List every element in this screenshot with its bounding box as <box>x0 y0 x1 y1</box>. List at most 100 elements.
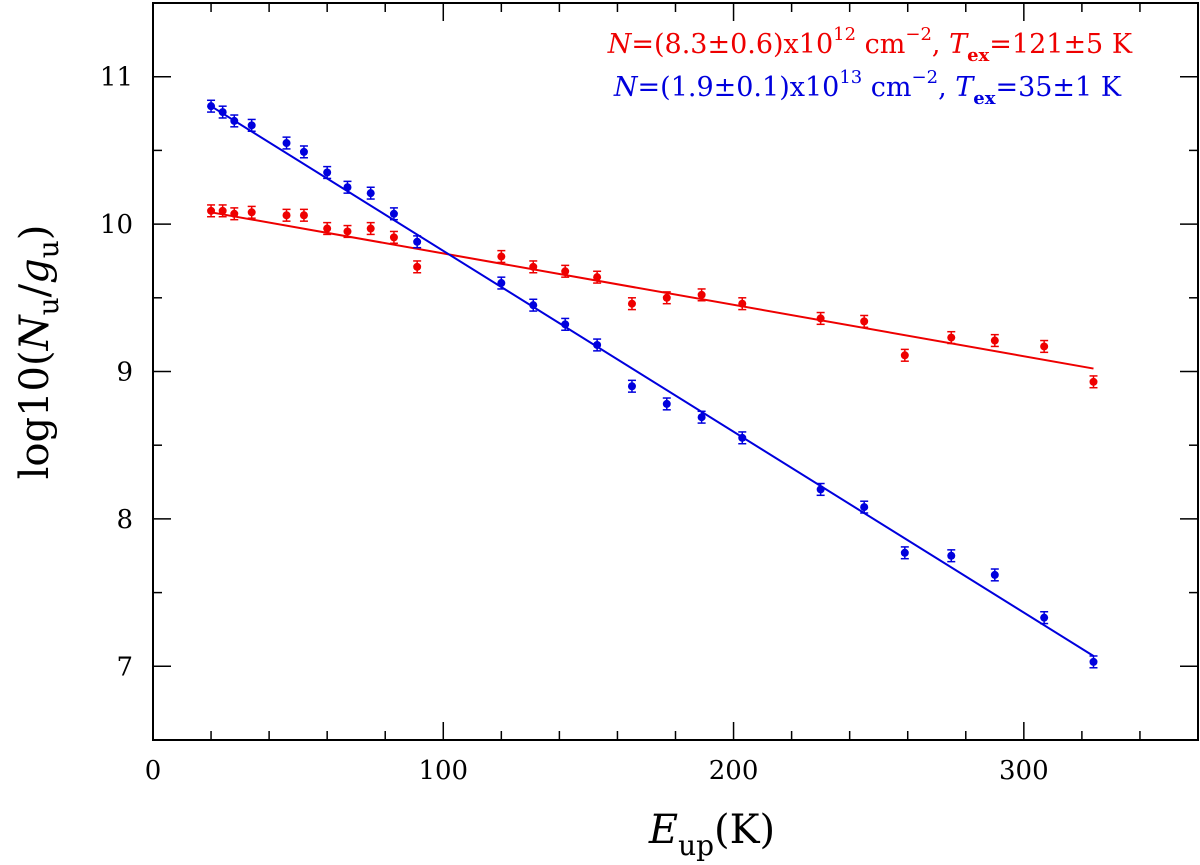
data-point-red <box>323 221 332 236</box>
fit-lines <box>210 105 1095 657</box>
marker <box>389 233 398 242</box>
data-point-red <box>947 330 956 345</box>
data-point-blue <box>1040 611 1049 625</box>
data-point-red <box>413 260 422 274</box>
marker <box>860 317 869 326</box>
fit-line-blue <box>210 105 1095 657</box>
marker <box>947 333 956 342</box>
data-point-blue <box>323 165 332 180</box>
marker <box>230 209 239 218</box>
data-point-red <box>207 204 216 218</box>
data-point-blue <box>860 500 869 514</box>
data-point-red <box>900 348 909 362</box>
data-point-red <box>990 333 999 348</box>
marker <box>900 351 909 360</box>
data-point-red <box>529 260 538 274</box>
data-points <box>207 99 1098 669</box>
data-point-blue <box>389 207 398 221</box>
marker <box>990 336 999 345</box>
data-point-red <box>247 205 256 219</box>
data-point-blue <box>207 99 216 113</box>
data-point-red <box>299 208 308 222</box>
data-point-red <box>697 288 706 302</box>
marker <box>561 267 570 276</box>
marker <box>230 116 239 125</box>
data-point-blue <box>697 410 706 424</box>
marker <box>816 314 825 323</box>
marker <box>529 262 538 271</box>
marker <box>323 224 332 233</box>
x-tick-label: 200 <box>709 756 759 786</box>
data-point-red <box>389 230 398 245</box>
marker <box>218 206 227 215</box>
marker <box>343 227 352 236</box>
plot-frame <box>152 2 1199 741</box>
y-tick-label: 10 <box>100 210 133 240</box>
marker <box>697 290 706 299</box>
data-point-blue <box>247 118 256 132</box>
data-point-blue <box>366 186 375 200</box>
data-point-red <box>230 207 239 221</box>
marker <box>627 382 636 391</box>
data-point-red <box>1040 339 1049 354</box>
marker <box>413 262 422 271</box>
data-point-red <box>738 297 747 311</box>
x-tick-label: 300 <box>999 756 1049 786</box>
data-point-blue <box>990 568 999 582</box>
marker <box>282 139 291 148</box>
marker <box>1089 377 1098 386</box>
data-point-blue <box>299 145 308 159</box>
data-point-red <box>816 311 825 326</box>
marker <box>816 485 825 494</box>
marker <box>247 208 256 217</box>
marker <box>1040 342 1049 351</box>
data-point-blue <box>816 482 825 497</box>
tick-labels: 0 100 200 300 7 8 9 10 11 <box>100 63 1049 786</box>
data-point-red <box>593 270 602 284</box>
data-point-red <box>662 291 671 305</box>
y-tick-label: 11 <box>100 63 133 93</box>
marker <box>299 147 308 156</box>
annotation-blue: N=(1.9±0.1)x1013 cm−2, Tex=35±1 K <box>613 67 1122 109</box>
marker <box>561 320 570 329</box>
data-point-red <box>218 204 227 218</box>
data-point-blue <box>561 317 570 331</box>
marker <box>207 206 216 215</box>
data-point-blue <box>627 379 636 393</box>
marker <box>207 102 216 111</box>
major-ticks <box>152 3 1198 740</box>
data-point-blue <box>738 431 747 445</box>
data-point-blue <box>282 136 291 150</box>
data-point-blue <box>413 235 422 249</box>
data-point-red <box>366 221 375 236</box>
data-point-red <box>627 297 636 311</box>
marker <box>947 551 956 560</box>
marker <box>497 279 506 288</box>
data-point-blue <box>662 397 671 411</box>
marker <box>627 299 636 308</box>
marker <box>366 224 375 233</box>
marker <box>323 168 332 177</box>
y-tick-label: 9 <box>116 358 133 388</box>
data-point-red <box>860 314 869 329</box>
marker <box>529 301 538 310</box>
data-point-blue <box>1089 655 1098 669</box>
x-tick-label: 0 <box>145 756 162 786</box>
y-tick-label: 7 <box>116 652 133 682</box>
marker <box>990 570 999 579</box>
marker <box>662 293 671 302</box>
marker <box>738 299 747 308</box>
marker <box>900 548 909 557</box>
marker <box>738 433 747 442</box>
data-point-blue <box>497 276 506 290</box>
y-tick-label: 8 <box>116 505 133 535</box>
marker <box>389 209 398 218</box>
y-axis-label: log10(Nu/gu) <box>12 225 65 480</box>
marker <box>247 121 256 130</box>
data-point-red <box>497 249 506 264</box>
data-point-blue <box>343 180 352 194</box>
x-axis-label: Eup(K) <box>648 807 775 861</box>
marker <box>697 413 706 422</box>
